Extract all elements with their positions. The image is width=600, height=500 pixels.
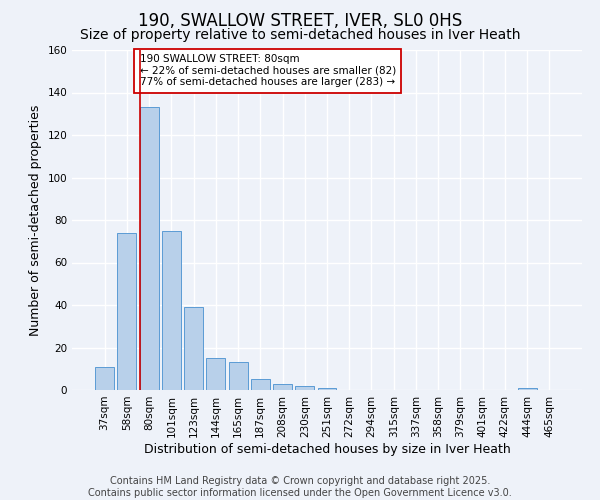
Bar bbox=[95, 366, 114, 390]
Text: Size of property relative to semi-detached houses in Iver Heath: Size of property relative to semi-detach… bbox=[80, 28, 520, 42]
Bar bbox=[118, 233, 136, 390]
Bar bbox=[206, 358, 225, 390]
Bar bbox=[162, 230, 181, 390]
Bar bbox=[184, 307, 203, 390]
Text: 190, SWALLOW STREET, IVER, SL0 0HS: 190, SWALLOW STREET, IVER, SL0 0HS bbox=[138, 12, 462, 30]
X-axis label: Distribution of semi-detached houses by size in Iver Heath: Distribution of semi-detached houses by … bbox=[143, 442, 511, 456]
Bar bbox=[273, 384, 292, 390]
Bar bbox=[295, 386, 314, 390]
Bar bbox=[229, 362, 248, 390]
Text: Contains HM Land Registry data © Crown copyright and database right 2025.
Contai: Contains HM Land Registry data © Crown c… bbox=[88, 476, 512, 498]
Bar bbox=[317, 388, 337, 390]
Bar bbox=[140, 108, 158, 390]
Text: 190 SWALLOW STREET: 80sqm
← 22% of semi-detached houses are smaller (82)
77% of : 190 SWALLOW STREET: 80sqm ← 22% of semi-… bbox=[140, 54, 396, 88]
Bar bbox=[251, 380, 270, 390]
Bar bbox=[518, 388, 536, 390]
Y-axis label: Number of semi-detached properties: Number of semi-detached properties bbox=[29, 104, 42, 336]
